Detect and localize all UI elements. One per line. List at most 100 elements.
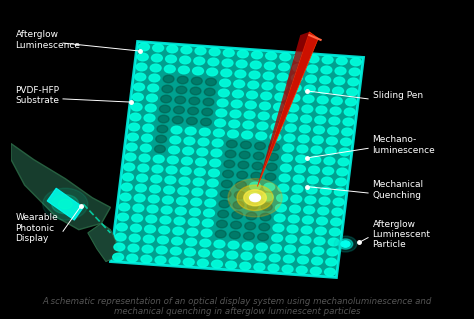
Circle shape: [52, 195, 79, 214]
Circle shape: [236, 60, 247, 68]
Circle shape: [232, 211, 243, 219]
Circle shape: [118, 213, 128, 221]
Circle shape: [260, 213, 271, 221]
Circle shape: [219, 89, 229, 97]
Circle shape: [341, 138, 351, 146]
Circle shape: [113, 253, 124, 261]
Circle shape: [222, 59, 233, 67]
Circle shape: [321, 66, 332, 74]
Circle shape: [157, 236, 168, 244]
Circle shape: [256, 132, 267, 140]
Circle shape: [270, 133, 281, 141]
Circle shape: [274, 214, 285, 222]
Circle shape: [330, 107, 341, 115]
Circle shape: [166, 166, 177, 174]
Circle shape: [234, 80, 245, 88]
Circle shape: [308, 55, 319, 63]
Circle shape: [146, 94, 157, 102]
Circle shape: [277, 73, 288, 81]
Polygon shape: [257, 32, 319, 187]
Circle shape: [244, 232, 255, 240]
Circle shape: [221, 69, 232, 77]
Circle shape: [197, 148, 208, 156]
Circle shape: [302, 105, 313, 113]
Polygon shape: [47, 188, 83, 220]
Circle shape: [249, 71, 260, 79]
Circle shape: [233, 201, 244, 209]
Circle shape: [148, 84, 159, 92]
Circle shape: [237, 185, 273, 211]
Circle shape: [321, 177, 332, 185]
Circle shape: [263, 72, 274, 80]
Circle shape: [156, 246, 167, 254]
Circle shape: [257, 122, 268, 130]
Circle shape: [134, 83, 145, 91]
Circle shape: [237, 171, 247, 179]
Circle shape: [129, 234, 140, 242]
Circle shape: [290, 84, 301, 92]
Circle shape: [292, 185, 303, 193]
Circle shape: [175, 207, 186, 215]
Circle shape: [183, 258, 194, 266]
Circle shape: [314, 237, 325, 245]
Circle shape: [304, 85, 315, 93]
Circle shape: [248, 81, 259, 89]
Circle shape: [261, 92, 272, 100]
Circle shape: [293, 175, 304, 183]
Circle shape: [150, 64, 161, 72]
Circle shape: [239, 151, 250, 159]
Circle shape: [287, 225, 298, 233]
Circle shape: [316, 106, 327, 114]
Circle shape: [172, 237, 182, 245]
Circle shape: [310, 267, 321, 275]
Circle shape: [280, 53, 291, 61]
Circle shape: [328, 238, 339, 246]
Circle shape: [128, 133, 138, 141]
Circle shape: [314, 126, 324, 134]
Circle shape: [167, 156, 178, 164]
Circle shape: [180, 167, 191, 175]
Circle shape: [169, 146, 180, 154]
Circle shape: [268, 264, 279, 272]
Circle shape: [259, 223, 270, 231]
Circle shape: [163, 75, 174, 83]
Circle shape: [141, 255, 152, 263]
Circle shape: [173, 106, 184, 114]
Circle shape: [175, 96, 186, 104]
Circle shape: [186, 117, 197, 125]
Circle shape: [335, 188, 345, 196]
Circle shape: [138, 43, 149, 51]
Circle shape: [282, 265, 293, 273]
Circle shape: [305, 196, 316, 204]
Circle shape: [221, 180, 232, 188]
Circle shape: [179, 66, 189, 74]
Circle shape: [278, 184, 289, 192]
Circle shape: [251, 172, 262, 180]
Circle shape: [261, 203, 272, 211]
Circle shape: [288, 104, 299, 112]
Circle shape: [217, 99, 228, 107]
Circle shape: [161, 206, 172, 214]
Circle shape: [131, 103, 142, 111]
Text: mechanical quenching in afterglow luminescent particles: mechanical quenching in afterglow lumine…: [114, 307, 360, 315]
Circle shape: [273, 113, 283, 121]
Circle shape: [255, 253, 266, 261]
Circle shape: [179, 177, 190, 185]
Circle shape: [320, 76, 330, 84]
Circle shape: [326, 258, 337, 266]
Circle shape: [252, 51, 263, 59]
Polygon shape: [88, 223, 119, 262]
Circle shape: [332, 208, 343, 216]
Circle shape: [254, 263, 265, 271]
Circle shape: [190, 208, 201, 216]
Circle shape: [203, 98, 214, 106]
Circle shape: [246, 101, 256, 109]
Circle shape: [165, 55, 176, 63]
Circle shape: [346, 98, 356, 106]
Circle shape: [241, 252, 252, 260]
Circle shape: [205, 199, 216, 207]
Circle shape: [200, 239, 211, 247]
Circle shape: [184, 248, 195, 256]
Circle shape: [319, 86, 329, 94]
Circle shape: [279, 174, 290, 182]
